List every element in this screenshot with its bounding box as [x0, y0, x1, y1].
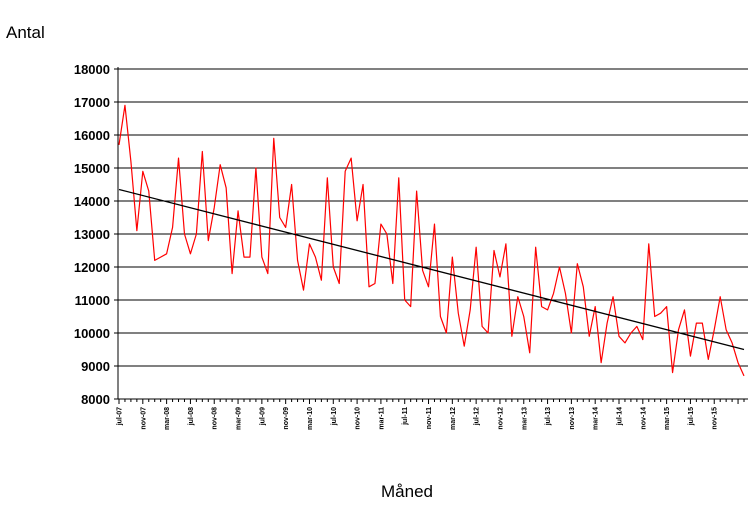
- series-line-red: [118, 104, 745, 377]
- y-tick-labels: 8000 9000 10000 11000 12000 13000 14000 15000 16…: [74, 62, 110, 407]
- x-tick-label: jul-13: [545, 407, 552, 426]
- x-tick-label: nov-11: [426, 407, 433, 429]
- x-tick-label: jul-15: [688, 407, 695, 426]
- y-tick-label: 11000: [75, 293, 110, 308]
- x-tick-label: nov-15: [712, 407, 719, 430]
- y-tick-label: 18000: [74, 62, 110, 77]
- x-tick-label: jul-09: [259, 407, 266, 426]
- y-axis-label: Antal: [6, 23, 45, 42]
- x-tick-label: nov-10: [355, 407, 362, 430]
- y-tick-label: 9000: [81, 359, 110, 374]
- x-tick-label: mar-10: [307, 407, 314, 430]
- y-tick-label: 14000: [74, 194, 110, 209]
- x-tick-label: nov-09: [283, 407, 290, 430]
- trend-line: [118, 188, 745, 351]
- x-tick-label: nov-12: [497, 407, 504, 430]
- y-tick-label: 15000: [74, 161, 110, 176]
- y-tick-label: 8000: [81, 392, 110, 407]
- x-tick-label: mar-13: [521, 407, 528, 430]
- x-tick-label: jul-14: [617, 407, 624, 426]
- y-tick-label: 13000: [74, 227, 110, 242]
- axes: [114, 67, 748, 404]
- x-tick-label: nov-08: [212, 407, 219, 430]
- x-tick-label: mar-14: [593, 407, 600, 430]
- x-tick-label: jul-07: [117, 407, 124, 426]
- x-tick-label: jul-12: [474, 407, 481, 426]
- x-tick-label: mar-08: [164, 407, 171, 430]
- x-tick-labels: jul-07 nov-07 mar-08 jul-08 nov-08 mar-09 jul-…: [117, 407, 719, 430]
- x-tick-label: mar-09: [236, 407, 243, 430]
- x-tick-label: nov-13: [569, 407, 576, 430]
- y-tick-label: 12000: [74, 260, 110, 275]
- x-tick-label: mar-11: [378, 407, 385, 430]
- x-tick-label: mar-12: [450, 407, 457, 430]
- x-tick-label: jul-11: [402, 407, 409, 426]
- x-tick-label: jul-08: [188, 407, 195, 426]
- x-tick-label: nov-14: [640, 407, 647, 430]
- y-tick-label: 16000: [74, 128, 110, 143]
- y-tick-label: 17000: [74, 95, 110, 110]
- x-tick-label: mar-15: [664, 407, 671, 430]
- series-lines: [118, 104, 745, 377]
- y-tick-label: 10000: [74, 326, 110, 341]
- x-axis-label: Måned: [381, 482, 433, 501]
- x-tick-label: jul-10: [331, 407, 338, 426]
- x-tick-label: nov-07: [140, 407, 147, 430]
